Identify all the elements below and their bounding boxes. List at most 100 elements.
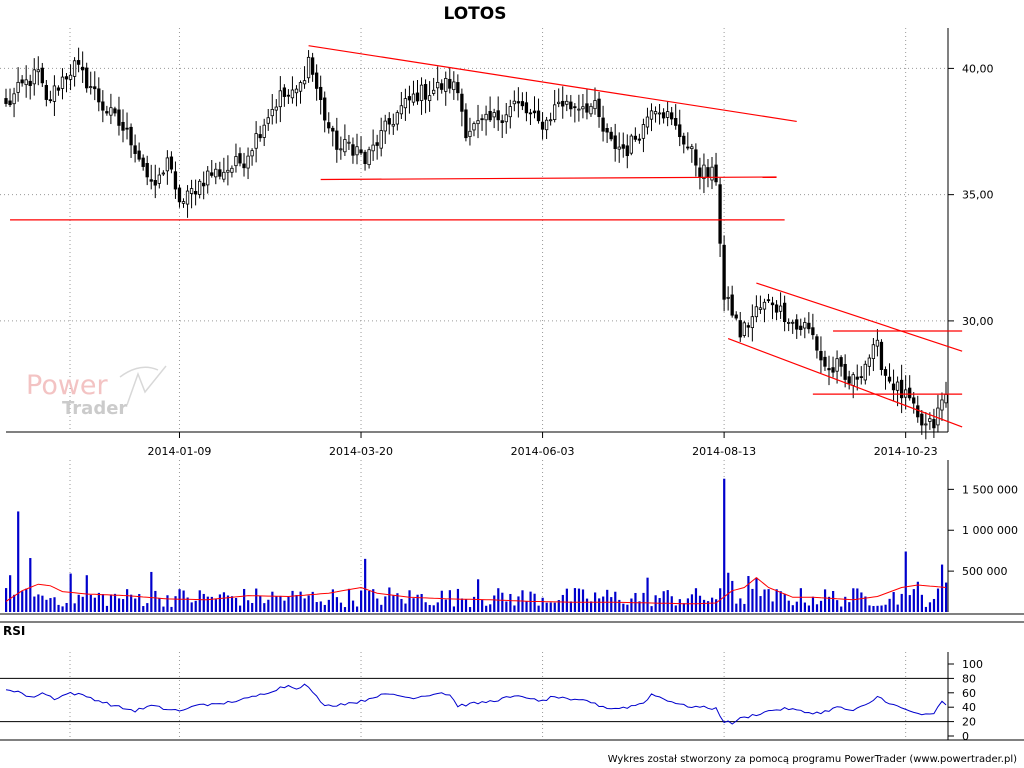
volume-y-tick-label: 1 500 000	[962, 483, 1018, 496]
volume-bar	[198, 590, 201, 612]
candle-body	[125, 127, 129, 130]
volume-bar	[392, 595, 395, 612]
volume-bar	[860, 592, 863, 612]
volume-bar	[166, 595, 169, 612]
candle-body	[807, 322, 811, 330]
candle-body	[16, 81, 20, 93]
candle-body	[617, 146, 621, 150]
volume-bar	[5, 588, 8, 612]
candle-body	[210, 172, 214, 176]
candle-body	[504, 114, 508, 123]
candle-body	[754, 306, 759, 318]
volume-bar	[662, 591, 665, 612]
candle-body	[355, 146, 359, 156]
volume-bar	[787, 600, 790, 612]
volume-bar	[420, 593, 423, 612]
candle-body	[165, 157, 170, 172]
candle-body	[569, 101, 573, 110]
volume-bar	[138, 594, 141, 612]
volume-bar	[65, 602, 68, 612]
volume-bar	[190, 602, 193, 612]
volume-bar	[686, 598, 690, 612]
volume-bar	[194, 600, 197, 612]
candle-body	[177, 187, 182, 203]
volume-bar	[803, 602, 806, 612]
candle-body	[811, 327, 815, 336]
volume-bar	[178, 589, 181, 612]
candle-body	[593, 100, 597, 110]
candle-body	[730, 294, 734, 316]
volume-bar	[920, 594, 923, 612]
volume-bar	[323, 604, 326, 612]
volume-bar	[674, 605, 677, 612]
candle-body	[52, 85, 57, 102]
volume-bar	[589, 601, 593, 612]
candle-body	[64, 76, 69, 80]
candle-body	[621, 144, 625, 149]
volume-bar	[549, 602, 552, 612]
volume-bar	[585, 598, 589, 612]
trend-lines	[10, 45, 963, 428]
volume-bar	[892, 592, 895, 612]
candle-body	[218, 169, 222, 177]
candle-body	[415, 92, 420, 102]
candle-body	[520, 101, 525, 107]
volume-bar	[912, 589, 915, 612]
candle-body	[782, 302, 787, 323]
candle-body	[516, 101, 521, 104]
candle-body	[56, 87, 61, 91]
candle-body	[746, 325, 750, 328]
volume-bar	[230, 596, 234, 612]
volume-bar	[267, 599, 270, 612]
volume-bar	[388, 587, 391, 612]
volume-bar	[836, 600, 839, 612]
volume-bar	[924, 606, 928, 612]
candle-body	[899, 379, 904, 399]
candle-body	[436, 81, 440, 89]
candle-body	[908, 387, 912, 399]
volume-bar	[856, 588, 859, 612]
candle-body	[488, 110, 492, 121]
volume-bar	[384, 596, 387, 612]
candle-body	[157, 174, 161, 184]
volume-bar	[622, 603, 625, 612]
candle-body	[690, 146, 694, 149]
volume-bar	[928, 602, 932, 612]
volume-bar	[630, 598, 633, 612]
candle-body	[331, 127, 335, 132]
candle-body	[403, 98, 408, 109]
volume-bar	[654, 595, 657, 612]
volume-bar	[936, 588, 940, 612]
candle-body	[4, 98, 8, 104]
volume-bar	[606, 589, 609, 612]
candle-body	[609, 131, 613, 140]
candle-body	[472, 123, 476, 131]
volume-bar	[485, 605, 488, 612]
candle-body	[68, 74, 73, 80]
candle-body	[48, 99, 53, 102]
candle-body	[799, 325, 803, 330]
candle-body	[117, 109, 121, 126]
candle-body	[871, 344, 876, 359]
volume-bar	[9, 575, 12, 612]
candle-body	[367, 149, 371, 166]
grid-lines	[0, 28, 948, 740]
candle-body	[859, 376, 863, 379]
trend-line	[756, 282, 963, 352]
candle-body	[97, 88, 101, 103]
volume-bar	[598, 598, 601, 612]
volume-bar	[121, 599, 125, 612]
volume-bar	[170, 606, 173, 612]
candle-body	[314, 72, 319, 89]
candle-body	[169, 156, 174, 170]
volume-bar	[271, 591, 274, 612]
candle-body	[411, 93, 416, 103]
volume-bar	[501, 592, 504, 612]
candle-body	[238, 153, 242, 164]
volume-bar	[811, 596, 815, 612]
candle-body	[359, 149, 363, 154]
candle-body	[395, 112, 399, 125]
volume-bar	[17, 511, 20, 612]
volume-bar	[186, 597, 189, 612]
